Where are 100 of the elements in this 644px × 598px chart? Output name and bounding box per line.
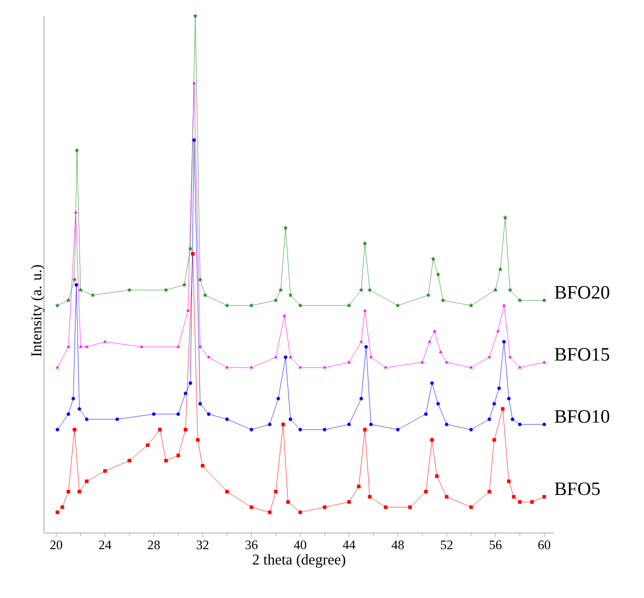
point: [268, 422, 272, 426]
point: [497, 386, 501, 390]
x-axis-title: 2 theta (degree): [252, 554, 346, 568]
point: [224, 303, 230, 308]
point: [432, 330, 436, 332]
point: [298, 510, 302, 514]
point: [435, 474, 439, 478]
point: [436, 402, 440, 406]
point: [542, 495, 546, 499]
point: [158, 428, 162, 432]
x-tick-label: 44: [342, 540, 356, 550]
point: [74, 283, 78, 287]
point: [66, 345, 70, 348]
point: [430, 381, 434, 385]
point: [281, 422, 285, 426]
point: [502, 304, 506, 307]
series-label: BFO20: [554, 286, 610, 299]
point: [140, 345, 144, 348]
point: [438, 350, 442, 354]
point: [512, 495, 516, 499]
point: [384, 505, 388, 509]
point: [508, 288, 512, 292]
point: [184, 392, 188, 396]
point: [74, 148, 80, 152]
point: [288, 292, 293, 298]
point: [206, 412, 211, 416]
point: [408, 505, 412, 509]
point: [498, 267, 502, 272]
point: [518, 500, 522, 504]
point: [368, 495, 372, 499]
point: [396, 303, 400, 308]
point: [488, 417, 492, 422]
x-tick-label: 32: [196, 540, 208, 550]
point: [428, 340, 432, 343]
point: [196, 438, 200, 442]
point: [542, 360, 546, 364]
point: [369, 355, 373, 358]
point: [85, 345, 88, 348]
point: [323, 366, 326, 369]
point: [66, 298, 71, 302]
x-tick-label: 28: [148, 540, 160, 550]
point: [430, 438, 434, 442]
x-tick-label: 24: [99, 540, 112, 550]
point: [90, 292, 95, 298]
point: [66, 490, 70, 494]
point: [363, 428, 367, 432]
point: [384, 366, 388, 369]
point: [250, 505, 254, 509]
point: [288, 355, 292, 358]
point: [84, 417, 88, 422]
point: [146, 443, 150, 447]
point: [84, 480, 88, 484]
point: [542, 422, 546, 426]
point: [298, 428, 302, 432]
point: [368, 288, 372, 292]
point: [488, 355, 491, 358]
point: [284, 355, 288, 360]
point: [445, 360, 448, 364]
point: [103, 469, 107, 473]
point: [274, 490, 278, 494]
point: [500, 407, 505, 411]
point: [503, 215, 508, 220]
point: [198, 402, 202, 406]
point: [488, 490, 492, 494]
point: [115, 417, 119, 422]
point: [347, 360, 351, 364]
point: [72, 277, 77, 282]
point: [496, 330, 500, 332]
point: [192, 81, 196, 84]
point: [518, 298, 522, 302]
series-label: BFO10: [554, 410, 610, 423]
point: [510, 417, 514, 422]
point: [278, 288, 283, 292]
point: [347, 500, 351, 504]
point: [444, 422, 448, 426]
point: [298, 303, 302, 308]
point: [444, 495, 448, 499]
point: [200, 464, 204, 468]
point: [493, 288, 498, 292]
point: [193, 14, 198, 18]
point: [192, 138, 196, 142]
x-tick-label: 52: [440, 540, 452, 550]
point: [518, 422, 522, 426]
point: [78, 288, 83, 292]
point: [198, 277, 202, 282]
point: [359, 396, 364, 400]
x-tick-label: 40: [294, 540, 306, 550]
point: [164, 288, 168, 292]
x-tick-label: 36: [246, 540, 258, 550]
point: [207, 355, 210, 358]
point: [56, 428, 60, 432]
point: [152, 412, 156, 416]
point: [424, 490, 428, 494]
point: [298, 366, 302, 369]
point: [186, 308, 190, 312]
y-axis-title: Intensity (a. u.): [30, 265, 44, 356]
point: [396, 428, 400, 432]
point: [282, 314, 286, 317]
point: [347, 422, 351, 426]
point: [176, 345, 180, 348]
